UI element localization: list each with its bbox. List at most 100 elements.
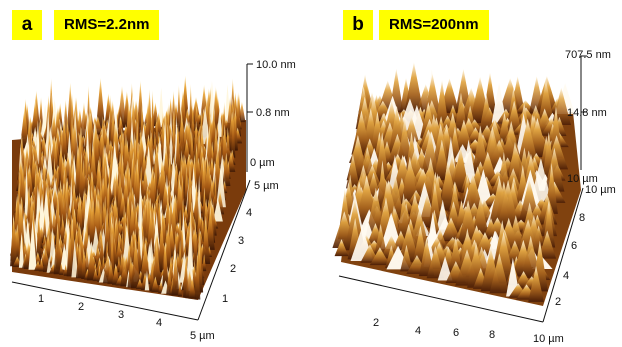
afm-panel-b: 707.5 nm 14.8 nm 10 µm 2 4 6 8 10 µm 2 4…	[311, 0, 622, 347]
surface-peak	[115, 235, 123, 266]
surface-peak	[71, 239, 79, 278]
y-tick-b-5: 10 µm	[585, 184, 616, 196]
x-tick-b-2: 4	[415, 325, 421, 337]
z-label-zero-a: 0 µm	[250, 157, 275, 169]
surface-peak	[212, 197, 223, 222]
x-tick-a-2: 2	[78, 301, 84, 313]
surface-peak	[178, 109, 186, 165]
surface-peak	[374, 223, 388, 257]
surface-peak	[538, 230, 557, 259]
surface-peak	[434, 80, 450, 132]
surface-peak	[10, 214, 18, 267]
rms-badge-a: RMS=2.2nm	[54, 10, 160, 40]
x-tick-a-1: 1	[38, 293, 44, 305]
surface-peak	[99, 227, 104, 270]
surface-peak	[86, 245, 97, 281]
surface-peak	[130, 238, 141, 289]
surface-peak	[42, 239, 48, 273]
surface-peak	[63, 263, 68, 276]
rms-badge-b: RMS=200nm	[379, 10, 489, 40]
surface-peak	[28, 219, 37, 270]
x-axis-b	[338, 275, 544, 323]
surface-peak	[404, 62, 424, 113]
surface-peak	[537, 79, 555, 125]
surface-peak	[120, 254, 129, 287]
surface-peak	[216, 107, 223, 137]
y-tick-a-1: 1	[222, 293, 228, 305]
x-tick-labels-a: 1 2 3 4 5 µm	[38, 293, 215, 342]
x-axis-a	[11, 281, 199, 321]
surface-peak	[75, 243, 84, 279]
panel-letter-b: b	[343, 10, 373, 40]
surface-peak	[426, 246, 445, 279]
y-axis-b	[542, 187, 584, 323]
surface-peak	[144, 270, 150, 291]
surface-peak	[59, 182, 68, 234]
y-tick-b-3: 6	[571, 240, 577, 252]
surface-peak	[235, 91, 241, 137]
surface-a-group	[9, 75, 246, 300]
x-tick-b-4: 8	[489, 329, 495, 341]
surface-peak	[193, 105, 201, 131]
surface-peak	[374, 132, 390, 184]
surface-peak	[66, 204, 73, 229]
surface-peak	[38, 258, 45, 272]
surface-peak	[457, 200, 479, 245]
surface-peak	[420, 131, 441, 179]
surface-peak	[162, 241, 169, 287]
y-tick-labels-b: 2 4 6 8 10 µm	[555, 184, 616, 308]
surface-peak	[24, 163, 29, 219]
surface-peak	[92, 268, 99, 282]
surface-peak	[238, 101, 246, 123]
surface-peak	[230, 106, 236, 158]
surface-peak	[111, 263, 120, 285]
afm-panel-a: 10.0 nm 0.8 nm 0 µm 1 2 3 4 5 µm 1 2 3 4…	[9, 10, 296, 342]
surface-peak	[69, 184, 79, 223]
surface-peak	[528, 265, 544, 302]
surface-peak	[380, 212, 403, 249]
surface-peak	[18, 231, 25, 268]
z-label-mid-a: 0.8 nm	[256, 107, 290, 119]
surface-peak	[166, 267, 173, 295]
surface-peak	[101, 255, 106, 277]
surface-peak	[46, 256, 52, 273]
surface-peak	[81, 247, 87, 279]
x-tick-b-5: 10 µm	[533, 333, 564, 345]
surface-peak	[544, 147, 565, 192]
surface-peak	[205, 206, 215, 250]
y-axis-a	[197, 179, 251, 321]
surface-peak	[103, 207, 111, 258]
surface-peak	[202, 198, 210, 235]
surface-peak	[400, 244, 413, 272]
x-tick-a-3: 3	[118, 309, 124, 321]
surface-peak	[369, 247, 391, 266]
x-tick-b-1: 2	[373, 317, 379, 329]
surface-peak	[334, 239, 349, 257]
surface-peak	[149, 259, 155, 292]
y-tick-a-2: 2	[230, 263, 236, 275]
surface-peak	[201, 254, 207, 272]
surface-peak	[19, 107, 30, 149]
surface-peak	[203, 155, 212, 207]
surface-peak	[59, 262, 64, 275]
y-tick-b-2: 4	[563, 270, 569, 282]
surface-peak	[491, 82, 507, 124]
surface-peak	[53, 222, 62, 275]
surface-peak	[152, 240, 162, 286]
y-tick-labels-a: 1 2 3 4 5 µm	[222, 180, 279, 305]
surface-peak	[107, 261, 115, 284]
surface-b-group	[332, 62, 581, 306]
y-tick-b-4: 8	[579, 212, 585, 224]
z-label-zero-b: 10 µm	[567, 173, 598, 185]
surface-peak	[146, 208, 156, 257]
panel-letter-a: a	[12, 10, 42, 40]
surface-peak	[397, 223, 420, 263]
surface-peak	[37, 130, 43, 181]
surface-peak	[137, 177, 143, 229]
surface-peak	[216, 163, 226, 208]
surface-peak	[95, 77, 106, 129]
afm-surface-b: 707.5 nm 14.8 nm 10 µm 2 4 6 8 10 µm 2 4…	[332, 49, 616, 345]
surface-peak	[505, 100, 523, 135]
surface-peak	[194, 251, 201, 300]
y-tick-a-4: 4	[246, 207, 252, 219]
